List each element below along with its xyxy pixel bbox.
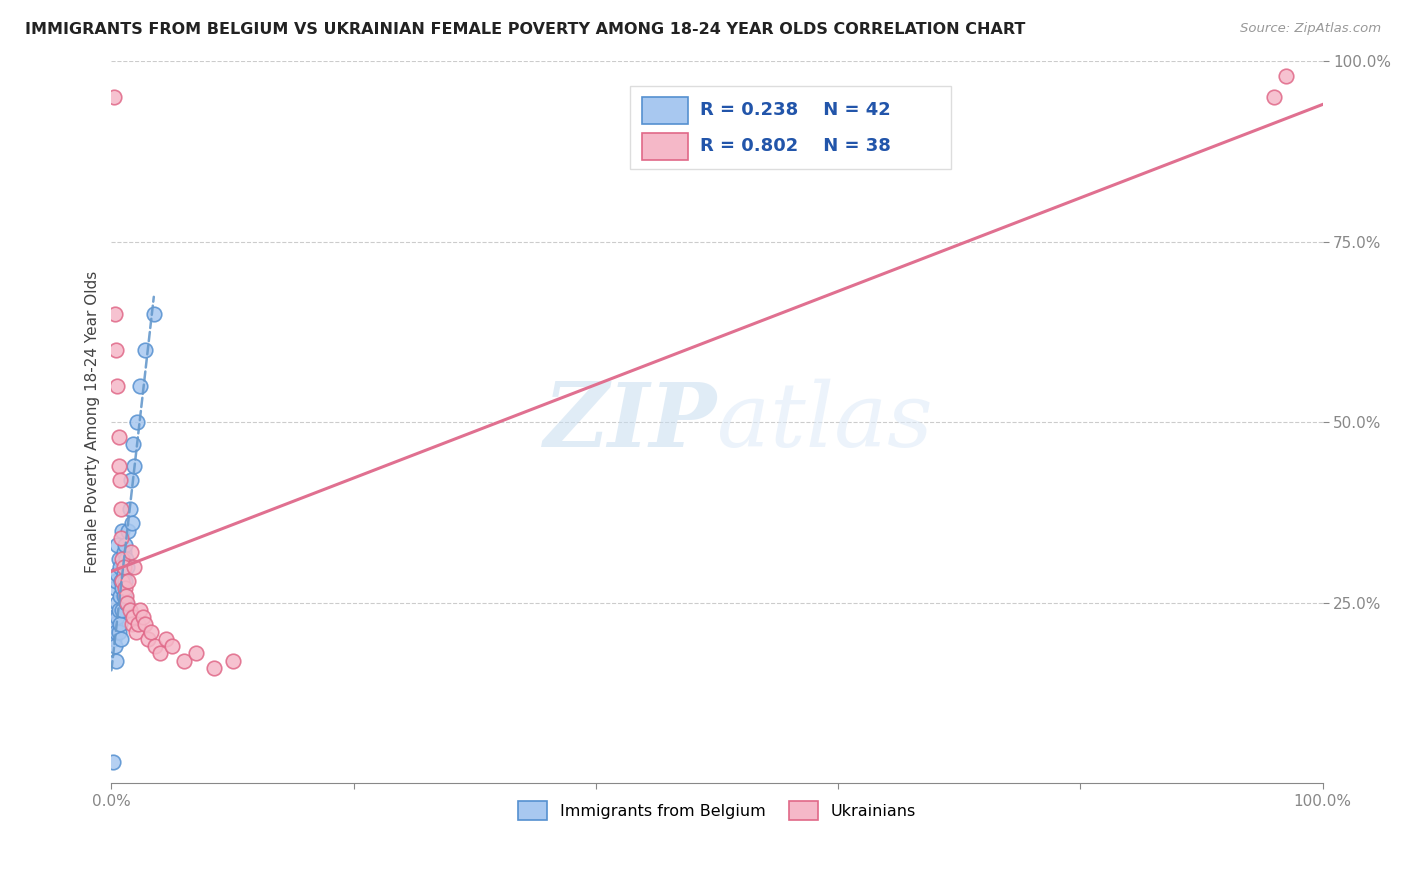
Point — [107, 610, 129, 624]
Point — [108, 473, 131, 487]
Point — [120, 545, 142, 559]
FancyBboxPatch shape — [630, 87, 950, 169]
Point — [108, 559, 131, 574]
Point — [122, 437, 145, 451]
Point — [115, 589, 138, 603]
Point — [115, 596, 138, 610]
Point — [107, 596, 129, 610]
Point — [127, 617, 149, 632]
Point — [124, 624, 146, 639]
Point — [111, 582, 134, 596]
Point — [155, 632, 177, 646]
Point — [160, 639, 183, 653]
Point — [141, 624, 163, 639]
Bar — [643, 133, 688, 160]
Point — [112, 566, 135, 581]
Point — [104, 617, 127, 632]
Point — [107, 603, 129, 617]
Point — [114, 582, 136, 596]
Point — [173, 654, 195, 668]
Point — [121, 516, 143, 531]
Point — [134, 617, 156, 632]
Point — [103, 632, 125, 646]
Point — [221, 654, 243, 668]
Point — [107, 538, 129, 552]
Point — [107, 458, 129, 473]
Point — [114, 574, 136, 589]
Point — [104, 582, 127, 596]
Point — [110, 574, 132, 589]
Point — [118, 502, 141, 516]
Point — [142, 307, 165, 321]
Point — [103, 90, 125, 104]
Point — [107, 552, 129, 566]
Text: atlas: atlas — [717, 379, 932, 466]
Point — [107, 430, 129, 444]
Point — [111, 552, 134, 566]
Text: ZIP: ZIP — [544, 379, 717, 466]
Point — [115, 596, 138, 610]
Point — [107, 379, 129, 393]
Point — [121, 617, 143, 632]
Point — [118, 603, 141, 617]
Point — [117, 524, 139, 538]
Point — [105, 574, 128, 589]
Point — [105, 624, 128, 639]
Point — [149, 646, 172, 660]
Text: IMMIGRANTS FROM BELGIUM VS UKRAINIAN FEMALE POVERTY AMONG 18-24 YEAR OLDS CORREL: IMMIGRANTS FROM BELGIUM VS UKRAINIAN FEM… — [25, 22, 1026, 37]
Point — [124, 559, 146, 574]
Point — [114, 538, 136, 552]
Point — [112, 589, 135, 603]
Point — [111, 524, 134, 538]
Point — [107, 624, 129, 639]
Point — [104, 307, 127, 321]
Point — [1275, 69, 1298, 83]
Point — [112, 559, 135, 574]
Point — [122, 610, 145, 624]
Text: Source: ZipAtlas.com: Source: ZipAtlas.com — [1240, 22, 1381, 36]
Point — [110, 531, 132, 545]
Point — [105, 343, 128, 357]
Point — [105, 654, 128, 668]
Bar — [643, 96, 688, 124]
Point — [134, 343, 156, 357]
Point — [103, 610, 125, 624]
Point — [115, 559, 138, 574]
Point — [136, 632, 159, 646]
Point — [107, 566, 129, 581]
Point — [143, 639, 166, 653]
Point — [110, 502, 132, 516]
Point — [117, 574, 139, 589]
Point — [186, 646, 208, 660]
Text: R = 0.238    N = 42: R = 0.238 N = 42 — [700, 101, 891, 119]
Legend: Immigrants from Belgium, Ukrainians: Immigrants from Belgium, Ukrainians — [512, 795, 922, 826]
Point — [112, 545, 135, 559]
Text: R = 0.802    N = 38: R = 0.802 N = 38 — [700, 136, 891, 154]
Point — [104, 639, 127, 653]
Point — [129, 603, 152, 617]
Point — [111, 574, 134, 589]
Point — [129, 379, 152, 393]
Point — [108, 617, 131, 632]
Point — [202, 661, 225, 675]
Point — [111, 603, 134, 617]
Point — [108, 589, 131, 603]
Point — [125, 415, 148, 429]
Point — [120, 473, 142, 487]
Point — [110, 632, 132, 646]
Point — [124, 458, 146, 473]
Point — [101, 755, 124, 769]
Point — [115, 552, 138, 566]
Point — [1263, 90, 1285, 104]
Y-axis label: Female Poverty Among 18-24 Year Olds: Female Poverty Among 18-24 Year Olds — [86, 271, 100, 574]
Point — [132, 610, 155, 624]
